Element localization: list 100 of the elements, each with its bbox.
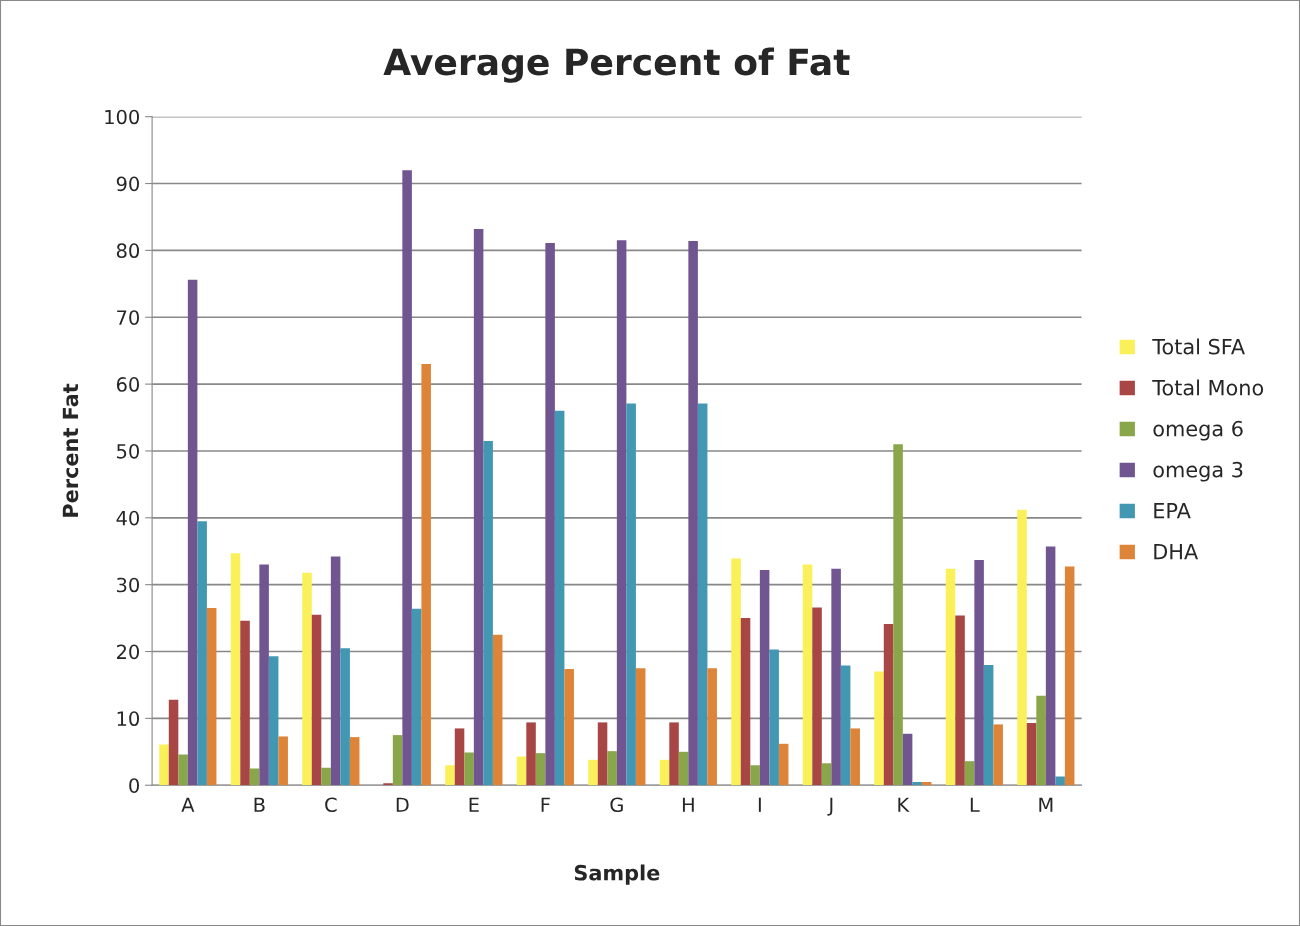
- x-tick-label: I: [758, 797, 761, 812]
- bar: [697, 403, 708, 786]
- bar: [249, 768, 260, 786]
- bar: [230, 553, 241, 786]
- bar: [349, 737, 360, 786]
- legend-label: EPA: [1154, 503, 1191, 519]
- bar: [993, 724, 1003, 786]
- x-tick-label: C: [325, 797, 337, 813]
- y-tick-label: 40: [116, 510, 139, 526]
- x-axis-title: Sample: [574, 864, 660, 885]
- bar: [206, 608, 217, 786]
- bar: [535, 753, 546, 786]
- bar: [1017, 509, 1027, 786]
- bar: [588, 759, 598, 786]
- bar: [597, 722, 608, 786]
- bar: [1045, 546, 1056, 786]
- bar: [883, 624, 894, 786]
- y-tick-label: 80: [116, 243, 139, 259]
- bar: [740, 618, 751, 786]
- bar: [311, 614, 322, 786]
- y-tick-label: 100: [105, 109, 139, 125]
- bar: [383, 783, 393, 786]
- bar: [473, 229, 484, 786]
- bar: [392, 735, 403, 786]
- bar: [659, 759, 670, 786]
- bar: [464, 752, 474, 786]
- y-axis-title: Percent Fat: [62, 383, 79, 517]
- bar: [1055, 776, 1065, 786]
- x-tick-label: F: [541, 797, 550, 812]
- y-tick-label: 90: [116, 176, 139, 192]
- bar: [259, 564, 269, 786]
- bar: [545, 243, 555, 786]
- legend-label: Total Mono: [1152, 379, 1264, 396]
- chart-title: Average Percent of Fat: [383, 47, 850, 83]
- bar: [330, 556, 341, 786]
- y-tick-label: 0: [129, 778, 139, 793]
- bar: [240, 620, 250, 786]
- bar: [607, 751, 617, 786]
- legend-label: omega 6: [1153, 420, 1243, 441]
- y-tick-label: 70: [117, 310, 139, 325]
- x-tick-label: G: [610, 797, 623, 813]
- bar: [635, 668, 646, 786]
- y-tick-label: 10: [117, 711, 139, 727]
- x-tick-label: A: [181, 797, 195, 812]
- y-tick-label: 60: [116, 377, 139, 392]
- bar: [750, 765, 760, 786]
- x-tick-label: M: [1039, 797, 1053, 812]
- x-tick-label: J: [827, 797, 833, 816]
- bar: [526, 722, 536, 786]
- bar: [197, 521, 207, 786]
- x-tick-label: L: [970, 797, 980, 812]
- bar: [516, 756, 527, 786]
- bar: [564, 668, 574, 786]
- bar: [278, 736, 288, 786]
- bar: [178, 754, 188, 786]
- bar: [688, 241, 698, 786]
- bar: [778, 743, 789, 786]
- bar: [945, 568, 956, 786]
- bar: [454, 728, 465, 786]
- legend-label: omega 3: [1153, 461, 1243, 482]
- bar: [402, 170, 412, 786]
- bar: [874, 671, 884, 786]
- bar: [831, 568, 841, 786]
- bar: [964, 761, 975, 786]
- legend-label: Total SFA: [1152, 338, 1245, 355]
- bar: [731, 558, 741, 786]
- bar: [492, 634, 503, 786]
- bar: [1036, 695, 1046, 786]
- bar: [912, 781, 922, 786]
- x-tick-label: H: [682, 797, 694, 812]
- bar: [1026, 723, 1037, 786]
- legend-label: DHA: [1154, 544, 1199, 560]
- y-tick-label: 50: [117, 443, 139, 459]
- bar: [802, 564, 813, 786]
- bar: [707, 668, 717, 786]
- bar: [554, 410, 565, 786]
- x-tick-label: B: [254, 797, 265, 812]
- bar: [187, 279, 198, 786]
- bar: [616, 240, 627, 786]
- bar: [840, 665, 851, 786]
- bar: [340, 648, 350, 786]
- bar: [411, 608, 422, 786]
- bar: [483, 440, 493, 786]
- bar: [812, 607, 822, 786]
- bar: [902, 733, 913, 786]
- bar: [955, 615, 965, 786]
- bar: [268, 656, 279, 786]
- bar: [759, 569, 770, 786]
- bar: [626, 403, 636, 786]
- bar: [1064, 566, 1075, 786]
- bar: [850, 728, 860, 786]
- bar: [421, 364, 431, 786]
- x-tick-label: E: [469, 797, 479, 812]
- bar: [983, 664, 994, 786]
- bar: [669, 722, 679, 786]
- bar: [445, 765, 455, 786]
- bar: [893, 444, 903, 786]
- bar: [974, 559, 984, 786]
- bar: [302, 572, 312, 786]
- bar: [769, 649, 779, 786]
